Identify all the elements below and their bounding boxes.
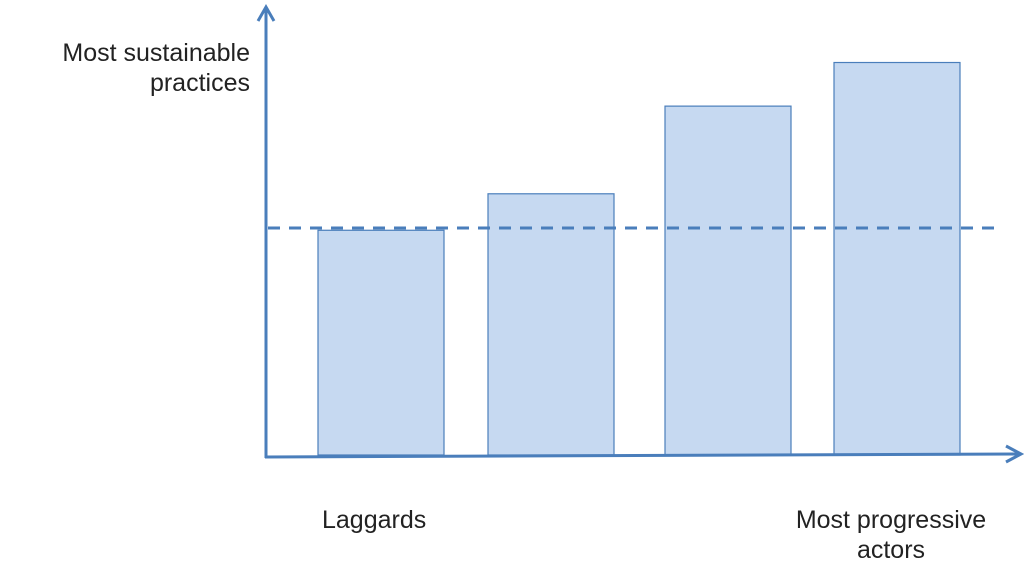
x-axis-line <box>264 452 1021 459</box>
bars-group <box>317 61 961 456</box>
bar-4 <box>833 61 961 456</box>
bar-2 <box>487 193 615 456</box>
x-axis-label-right: Most progressive actors <box>795 506 987 564</box>
bar-1 <box>317 229 445 456</box>
y-axis-arrowhead <box>256 3 276 22</box>
axes-group <box>256 3 1024 464</box>
y-axis-label: Most sustainable practices <box>62 39 250 97</box>
x-axis-arrowhead <box>1005 444 1024 464</box>
bar-3 <box>664 105 792 456</box>
x-axis-label-left: Laggards <box>322 506 427 534</box>
